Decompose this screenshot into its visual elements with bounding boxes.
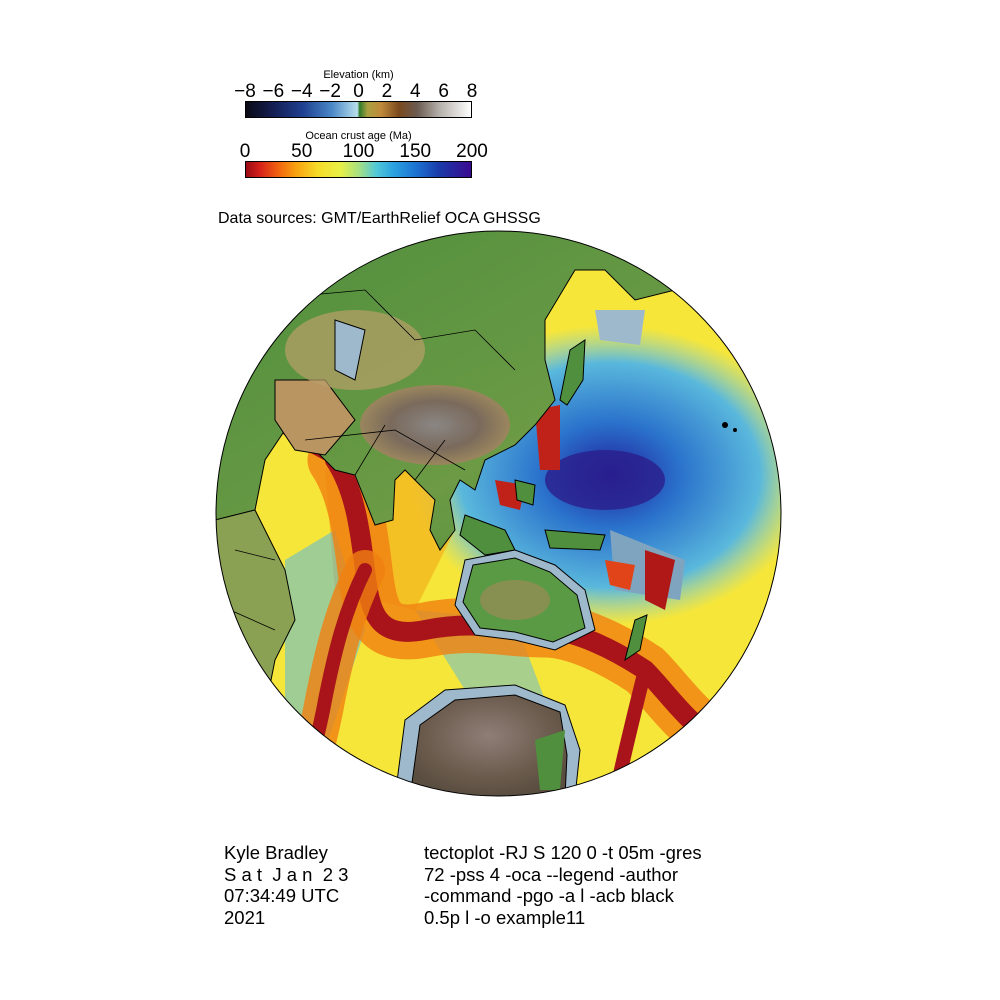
ocean-age-tick-label: 150 [399,141,432,162]
elevation-tick-label: −2 [319,81,341,102]
japan-landmass [559,339,586,406]
philippines-landmass [514,479,536,506]
elevation-tick-label: −4 [290,81,313,102]
author-date: S a t J a n 2 3 [224,863,349,885]
philippine-sea-basin [535,405,560,470]
command-line-4: 0.5p l -o example11 [424,906,586,928]
author-name: Kyle Bradley [224,842,328,863]
elevation-tick-label: 0 [353,81,364,102]
elevation-tick-label: 6 [438,81,449,102]
command-block: tectoplot -RJ S 120 0 -t 05m -gres 72 -p… [424,842,754,928]
command-line-3: -command -pgo -a l -acb black [424,885,674,906]
tibet-plateau [360,385,510,465]
globe-map [215,230,782,797]
caspian-sea [334,319,366,381]
antarctica-coastal-low [535,730,565,790]
elevation-tick-label: 2 [381,81,393,102]
australia-interior [480,580,550,620]
ocean-age-tick-label: 50 [291,141,313,162]
author-year: 2021 [224,906,266,928]
elevation-colorbar-title: Elevation (km) [323,69,394,81]
data-sources-label: Data sources: GMT/EarthRelief OCA GHSSG [218,210,541,227]
author-block: Kyle Bradley S a t J a n 2 3 07:34:49 UT… [224,842,348,928]
fiji-basin [645,550,675,610]
pacific-oldest-crust [545,450,665,510]
elevation-colorbar [245,101,472,118]
ocean-age-tick-label: 200 [456,141,488,162]
country-borders [229,289,516,691]
command-line-1: tectoplot -RJ S 120 0 -t 05m -gres [424,842,702,863]
elevation-tick-label: −6 [262,81,285,102]
bering-shelf [595,310,645,345]
hawaii-island [733,428,737,432]
author-time: 07:34:49 UTC [224,885,340,906]
new-guinea-landmass [544,529,606,551]
coral-sea-basin [605,560,635,590]
globe-outline [215,230,782,797]
ocean-age-tick-label: 0 [239,141,251,162]
ocean-age-colorbar-title: Ocean crust age (Ma) [305,130,412,142]
ocean-age-colorbar-ticks: 0 50 100 150 200 [240,141,488,162]
elevation-colorbar-ticks: −8 −6 −4 −2 0 2 4 6 8 [234,81,477,102]
hawaii-island [722,422,728,428]
command-line-2: 72 -pss 4 -oca --legend -author [424,863,678,885]
new-zealand-landmass [624,614,648,662]
elevation-tick-label: 4 [409,81,421,102]
elevation-tick-label: −8 [234,81,256,102]
ocean-age-tick-label: 100 [342,141,375,162]
ocean-age-colorbar [245,161,472,178]
elevation-tick-label: 8 [466,81,478,102]
